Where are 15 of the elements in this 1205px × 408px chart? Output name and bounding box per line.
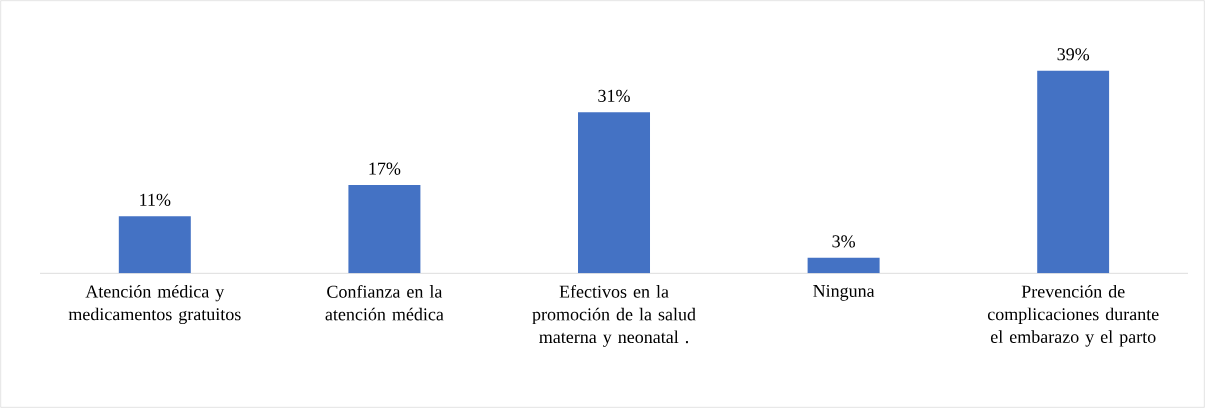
bar — [1037, 70, 1110, 274]
x-tick-label: Prevención de complicaciones durante el embarazo y el parto — [987, 284, 1159, 347]
bar — [807, 257, 880, 274]
data-label: 39% — [1057, 48, 1090, 61]
data-label: 3% — [832, 235, 855, 248]
bar — [348, 184, 421, 274]
data-label: 11% — [140, 193, 171, 206]
x-tick-label: Efectivos en la promoción de la salud materna y neonatal . — [532, 284, 696, 347]
data-label: 17% — [369, 162, 401, 175]
x-tick-label: Atención médica y medicamentos gratuitos — [68, 284, 241, 324]
x-tick-label: Ninguna — [813, 284, 875, 301]
bar — [118, 216, 191, 274]
data-label: 31% — [598, 89, 630, 102]
bar — [578, 112, 651, 274]
x-tick-label: Confianza en la atención médica — [325, 284, 444, 321]
